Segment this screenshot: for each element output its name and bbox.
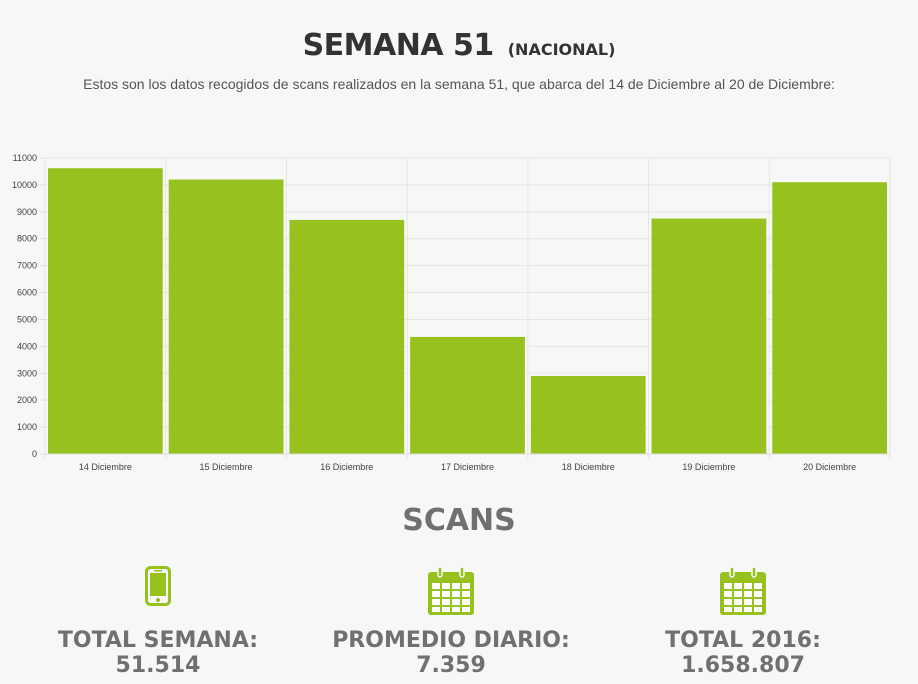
y-tick-label: 9000 bbox=[17, 207, 37, 217]
calendar-icon bbox=[603, 566, 883, 616]
y-tick-label: 10000 bbox=[12, 180, 37, 190]
stat-label: PROMEDIO DIARIO: bbox=[332, 628, 570, 653]
y-tick-label: 1000 bbox=[17, 422, 37, 432]
x-tick-label: 14 Diciembre bbox=[79, 462, 132, 472]
bar-4 bbox=[410, 336, 525, 454]
y-tick-label: 3000 bbox=[17, 368, 37, 378]
x-tick-label: 17 Diciembre bbox=[441, 462, 494, 472]
bar-5 bbox=[530, 375, 646, 454]
page-title-suffix: (NACIONAL) bbox=[507, 40, 616, 59]
x-tick-label: 16 Diciembre bbox=[320, 462, 373, 472]
bar-6 bbox=[651, 218, 767, 454]
x-tick-label: 19 Diciembre bbox=[682, 462, 735, 472]
page-title-main: SEMANA 51 bbox=[302, 28, 495, 63]
y-tick-label: 0 bbox=[32, 449, 37, 459]
y-tick-label: 8000 bbox=[17, 234, 37, 244]
bar-2 bbox=[168, 179, 284, 454]
bar-7 bbox=[772, 182, 887, 454]
y-tick-label: 2000 bbox=[17, 395, 37, 405]
stat-promedio-diario: PROMEDIO DIARIO: 7.359 bbox=[311, 566, 591, 678]
y-tick-label: 6000 bbox=[17, 288, 37, 298]
x-tick-label: 15 Diciembre bbox=[200, 462, 253, 472]
smartphone-icon bbox=[18, 566, 298, 616]
y-tick-label: 11000 bbox=[13, 153, 37, 163]
x-tick-label: 18 Diciembre bbox=[562, 462, 615, 472]
intro-text: Estos son los datos recogidos de scans r… bbox=[83, 76, 835, 92]
y-tick-label: 7000 bbox=[17, 261, 37, 271]
x-tick-label: 20 Diciembre bbox=[803, 462, 856, 472]
bar-1 bbox=[48, 168, 163, 454]
page-title: SEMANA 51 (NACIONAL) bbox=[0, 28, 918, 63]
stat-value: 51.514 bbox=[115, 653, 201, 678]
y-tick-label: 4000 bbox=[17, 341, 37, 351]
bar-3 bbox=[289, 219, 405, 454]
calendar-icon bbox=[311, 566, 591, 616]
stat-total-semana: TOTAL SEMANA: 51.514 bbox=[18, 566, 298, 678]
scans-bar-chart: 0 1000 2000 3000 4000 5000 6000 7000 8000 9000 100… bbox=[12, 153, 891, 472]
scans-section-title: SCANS bbox=[402, 503, 516, 538]
stat-label: TOTAL 2016: bbox=[665, 628, 821, 653]
stat-value: 7.359 bbox=[416, 653, 486, 678]
y-tick-label: 5000 bbox=[17, 314, 37, 324]
stat-label: TOTAL SEMANA: bbox=[57, 628, 259, 653]
stat-value: 1.658.807 bbox=[681, 653, 805, 678]
stat-total-2016: TOTAL 2016: 1.658.807 bbox=[603, 566, 883, 678]
